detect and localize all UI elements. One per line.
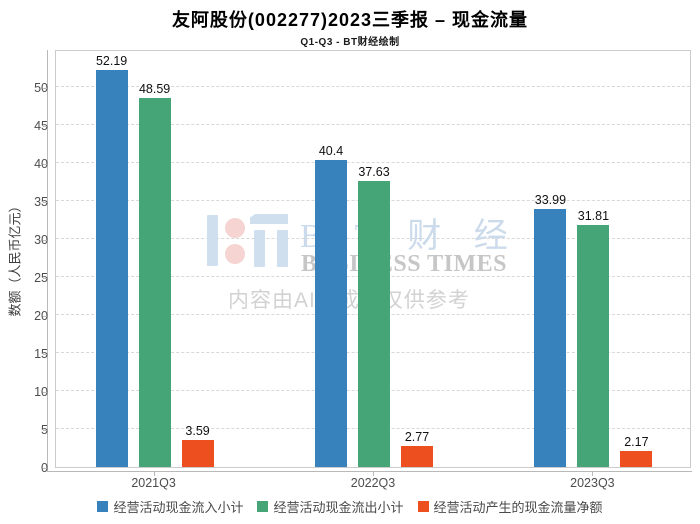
legend-label: 经营活动产生的现金流量净额 [433, 500, 603, 515]
y-tick-label-50: 50 [34, 81, 48, 95]
y-tick-label-30: 30 [34, 233, 48, 247]
y-axis-line [47, 50, 48, 472]
y-tick-mark-5 [43, 430, 47, 431]
x-tick-label-2022Q3: 2022Q3 [350, 476, 396, 490]
bar-2021Q3-series-0 [95, 70, 128, 467]
y-tick-mark-0 [43, 468, 47, 469]
legend-swatch-icon [257, 501, 269, 512]
y-tick-label-35: 35 [34, 195, 48, 209]
bar-2021Q3-series-2 [181, 439, 214, 467]
legend-item-2: 经营活动产生的现金流量净额 [417, 497, 603, 516]
y-tick-mark-15 [43, 354, 47, 355]
value-label-2022Q3-series-2: 2.77 [404, 429, 430, 444]
y-tick-mark-50 [43, 88, 47, 89]
bt-logo-left-bar [207, 215, 218, 266]
y-tick-mark-25 [43, 278, 47, 279]
value-label-2022Q3-series-1: 37.63 [358, 165, 390, 180]
bar-2023Q3-series-2 [620, 450, 653, 467]
y-tick-mark-30 [43, 240, 47, 241]
legend-swatch-icon [97, 501, 109, 512]
bt-logo-dot-top [225, 218, 245, 238]
bt-logo-leg-right [277, 230, 288, 267]
bt-logo-leg-left [254, 230, 265, 267]
value-label-2023Q3-series-0: 33.99 [534, 192, 567, 207]
x-axis-line [47, 471, 692, 472]
y-tick-label-25: 25 [34, 271, 48, 285]
legend: 经营活动现金流入小计 经营活动现金流出小计 经营活动产生的现金流量净额 [0, 497, 700, 516]
plot-area: 52.19 48.59 3.59 40.4 37.63 2.77 33.99 31.81 2.1… [55, 50, 691, 468]
x-tick-label-2021Q3: 2021Q3 [131, 476, 176, 490]
y-tick-label-40: 40 [34, 157, 48, 171]
value-label-2023Q3-series-2: 2.17 [624, 434, 649, 449]
legend-item-0: 经营活动现金流入小计 [97, 497, 243, 516]
y-tick-mark-45 [43, 126, 47, 127]
bar-2023Q3-series-0 [534, 208, 567, 467]
y-tick-mark-35 [43, 202, 47, 203]
gridline-y-40 [56, 162, 690, 163]
bt-logo-dot-bottom [225, 244, 245, 264]
gridline-y-45 [56, 124, 690, 125]
y-tick-label-45: 45 [34, 119, 48, 133]
x-tick-mark-2021Q3 [153, 471, 155, 476]
watermark-disclaimer: 内容由AI生成，仅供参考 [228, 289, 470, 312]
value-label-2022Q3-series-0: 40.4 [318, 143, 344, 158]
y-tick-label-0: 0 [8, 461, 48, 475]
bt-logo-top-bar [250, 214, 288, 224]
value-label-2023Q3-series-1: 31.81 [577, 209, 610, 224]
bar-2023Q3-series-1 [577, 225, 610, 467]
value-label-2021Q3-series-2: 3.59 [185, 423, 210, 438]
legend-swatch-icon [417, 501, 429, 512]
y-tick-mark-10 [43, 392, 47, 393]
chart-subtitle: Q1-Q3 - BT财经绘制 [300, 37, 400, 48]
y-tick-label-15: 15 [34, 347, 48, 361]
bar-2022Q3-series-1 [358, 181, 390, 467]
bar-2022Q3-series-2 [401, 445, 433, 467]
value-label-2021Q3-series-1: 48.59 [138, 81, 171, 96]
y-tick-mark-20 [43, 316, 47, 317]
legend-label: 经营活动现金流入小计 [113, 500, 244, 515]
bar-2022Q3-series-0 [315, 159, 347, 467]
legend-label: 经营活动现金流出小计 [273, 500, 404, 515]
bar-2021Q3-series-1 [138, 97, 171, 467]
chart-title: 友阿股份(002277)2023三季报 – 现金流量 [171, 10, 529, 30]
y-axis-title: 数额（人民币亿元） [7, 199, 23, 317]
legend-item-1: 经营活动现金流出小计 [257, 497, 404, 516]
x-tick-mark-2023Q3 [592, 471, 594, 476]
y-tick-mark-40 [43, 164, 47, 165]
y-tick-label-20: 20 [34, 309, 48, 323]
gridline-y-50 [56, 86, 690, 87]
x-tick-mark-2022Q3 [373, 471, 374, 476]
y-tick-label-5: 5 [8, 423, 48, 437]
y-tick-label-10: 10 [34, 385, 48, 399]
x-tick-label-2023Q3: 2023Q3 [570, 476, 615, 490]
value-label-2021Q3-series-0: 52.19 [95, 54, 128, 69]
